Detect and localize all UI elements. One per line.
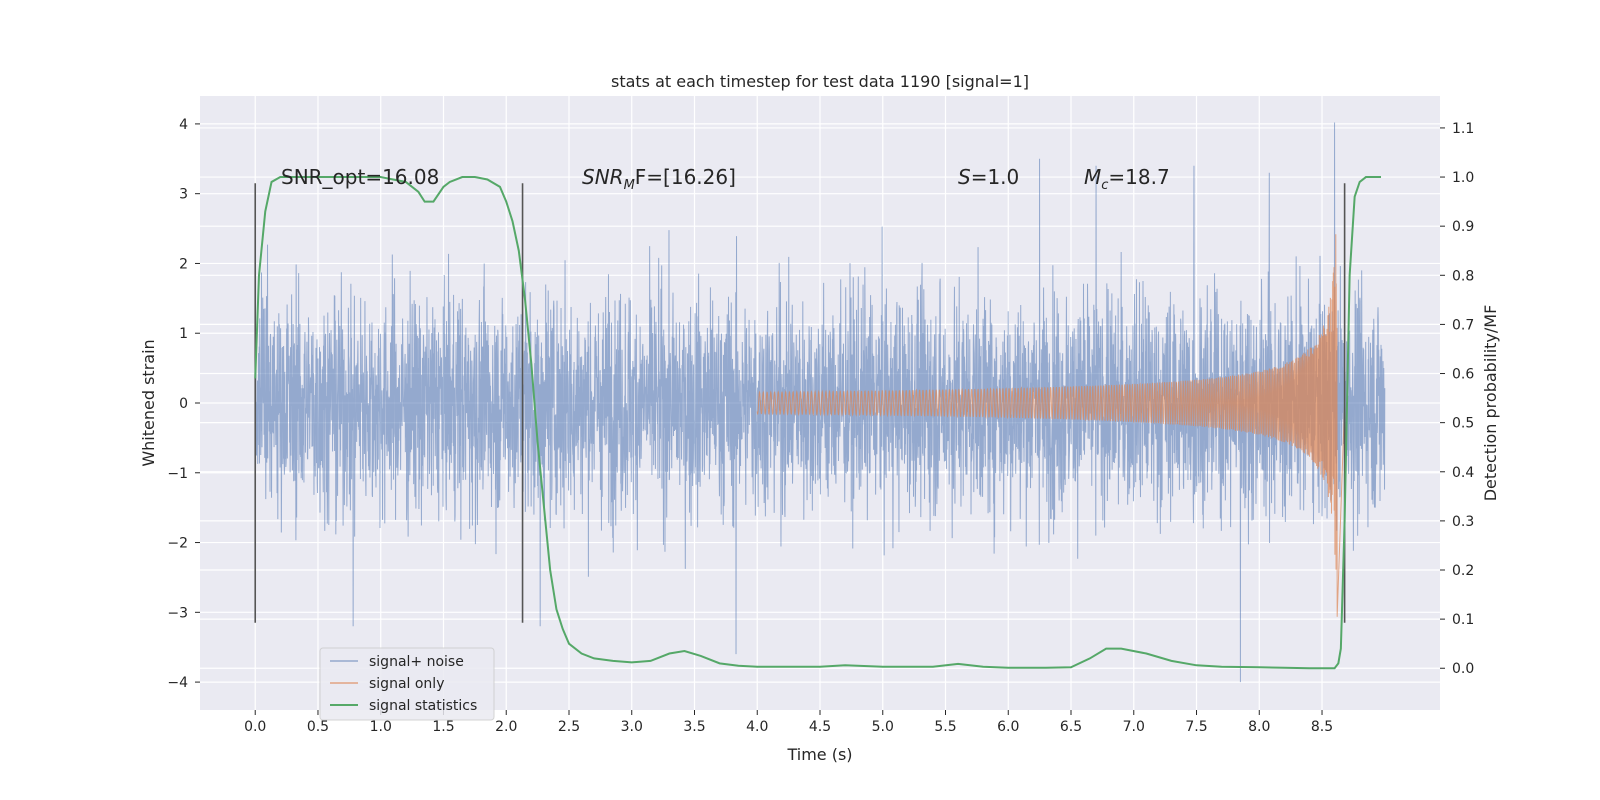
legend-box [319,647,495,721]
annotation-mc-rest: =18.7 [1108,165,1169,189]
legend-label-noise: signal+ noise [369,654,464,670]
y-right-tick-label: 1.1 [1452,121,1474,137]
signal-only-line [756,234,1346,617]
annotation-s: S=1.0 [958,165,1019,189]
annotation-mc-sub: c [1101,178,1108,193]
legend-label-signal-only: signal only [369,676,444,692]
x-tick-label: 4.0 [746,719,768,735]
y-tick-label: 2 [179,256,188,272]
x-tick-label: 7.0 [1123,719,1145,735]
x-tick-label: 3.5 [683,719,705,735]
signal-statistics-line [254,176,1382,670]
annotation-mc-main: M [1084,165,1101,189]
y-right-tick-label: 0.3 [1452,514,1474,530]
y-right-tick-label: 1.0 [1452,170,1474,186]
legend: signal+ noise signal only signal statist… [319,647,495,721]
y-tick-label: 3 [179,187,188,203]
x-tick-label: 6.0 [997,719,1019,735]
x-tick-label: 8.5 [1311,719,1333,735]
annotation-snr-mf-rest: F=[16.26] [635,165,736,189]
y-right-tick-label: 0.2 [1452,563,1474,579]
y-tick-label: −1 [167,466,188,482]
signal-statistics-series [254,176,1382,670]
x-tick-label: 2.5 [558,719,580,735]
y-right-tick-label: 0.1 [1452,612,1474,628]
x-tick-label: 5.0 [872,719,894,735]
axis-ticks: 0.0 0.5 1.0 1.5 2.0 2.5 3.0 3.5 4.0 4.5 5.0 5.5 6.0 6… [167,117,1474,735]
x-axis-label: Time (s) [786,745,852,764]
y-right-tick-label: 0.9 [1452,219,1474,235]
y-right-tick-label: 0.8 [1452,268,1474,284]
y-right-tick-label: 0.0 [1452,661,1474,677]
annotation-snr-mf-sub: M [624,178,635,193]
y-tick-label: 0 [179,396,188,412]
x-tick-label: 8.0 [1248,719,1270,735]
x-tick-label: 0.5 [307,719,329,735]
annotation-s-rest: =1.0 [971,165,1020,189]
y-right-tick-label: 0.4 [1452,465,1474,481]
y-tick-label: 4 [179,117,188,133]
y-right-tick-label: 0.7 [1452,317,1474,333]
y-right-tick-label: 0.5 [1452,416,1474,432]
x-tick-label: 1.0 [370,719,392,735]
annotation-snr-mf-main: SNR [582,165,624,189]
y-axis-label: Whitened strain [139,339,158,466]
x-tick-label: 7.5 [1185,719,1207,735]
annotation-s-main: S [958,165,971,189]
x-tick-label: 5.5 [934,719,956,735]
chart-title: stats at each timestep for test data 119… [611,72,1029,91]
annotation-mc: Mc=18.7 [1084,165,1170,193]
y-right-tick-label: 0.6 [1452,367,1474,383]
x-tick-label: 0.0 [244,719,266,735]
y-tick-label: −4 [167,675,188,691]
x-tick-label: 3.0 [621,719,643,735]
y-tick-label: −2 [167,536,188,552]
y-right-axis-label: Detection probability/MF [1481,305,1500,502]
signal-only-series [756,234,1346,617]
y-tick-label: −3 [167,605,188,621]
annotation-snr-opt: SNR_opt=16.08 [281,165,439,189]
x-tick-label: 6.5 [1060,719,1082,735]
y-tick-label: 1 [179,326,188,342]
x-tick-label: 4.5 [809,719,831,735]
annotation-snr-mf: SNRMF=[16.26] [582,165,736,193]
x-tick-label: 1.5 [432,719,454,735]
legend-label-statistics: signal statistics [369,698,477,714]
x-tick-label: 2.0 [495,719,517,735]
